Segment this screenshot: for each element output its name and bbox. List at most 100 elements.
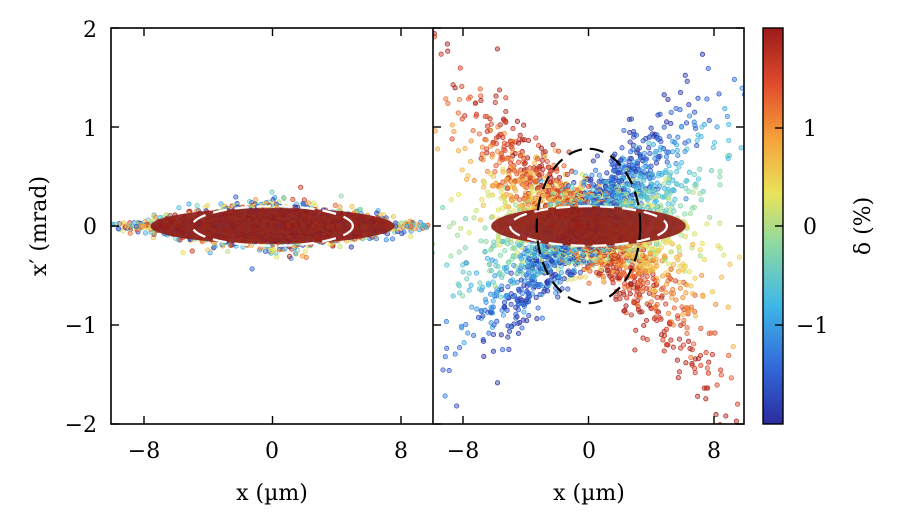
scatter-point — [745, 79, 749, 83]
scatter-point — [680, 342, 687, 348]
scatter-point — [752, 360, 756, 364]
scatter-point — [449, 136, 455, 142]
right-panel-scatter — [422, 31, 758, 424]
scatter-point — [500, 312, 506, 318]
scatter-point — [676, 244, 682, 250]
scatter-point — [422, 113, 426, 117]
scatter-point — [692, 308, 698, 315]
scatter-point — [473, 113, 479, 119]
scatter-point — [433, 128, 438, 134]
scatter-point — [682, 140, 688, 146]
scatter-point — [422, 78, 426, 82]
scatter-point — [619, 145, 625, 151]
scatter-point — [483, 137, 489, 143]
scatter-point — [499, 283, 505, 289]
scatter-point — [459, 167, 465, 173]
scatter-point — [658, 332, 665, 338]
scatter-point — [627, 281, 634, 287]
scatter-point — [471, 177, 477, 183]
scatter-point — [483, 238, 489, 244]
scatter-point — [458, 323, 464, 329]
scatter-point — [693, 125, 699, 131]
scatter-point — [474, 306, 480, 312]
scatter-point — [681, 317, 687, 323]
scatter-point — [658, 138, 664, 145]
scatter-point — [233, 194, 239, 200]
scatter-point — [552, 271, 558, 277]
scatter-point — [582, 274, 589, 280]
scatter-point — [455, 148, 462, 154]
scatter-point — [495, 207, 501, 213]
scatter-point — [495, 124, 501, 130]
scatter-point — [337, 204, 343, 210]
scatter-point — [663, 270, 669, 276]
scatter-point — [660, 273, 666, 279]
scatter-point — [98, 225, 102, 229]
scatter-point — [502, 248, 508, 254]
scatter-point — [520, 317, 526, 323]
scatter-point — [448, 253, 454, 259]
scatter-point — [487, 116, 493, 122]
scatter-point — [538, 178, 544, 184]
scatter-point — [457, 345, 463, 351]
scatter-point — [466, 270, 472, 276]
scatter-point — [99, 224, 103, 228]
scatter-point — [646, 140, 652, 146]
scatter-point — [465, 96, 472, 102]
scatter-point — [714, 124, 720, 130]
scatter-point — [665, 201, 671, 207]
scatter-point — [675, 375, 681, 381]
scatter-point — [489, 154, 495, 160]
scatter-point — [481, 353, 487, 359]
scatter-point — [547, 277, 553, 284]
scatter-point — [677, 107, 683, 113]
scatter-point — [726, 137, 732, 143]
scatter-point — [457, 290, 463, 296]
scatter-point — [503, 95, 509, 101]
scatter-point — [678, 124, 685, 130]
scatter-point — [478, 238, 484, 244]
scatter-point — [571, 267, 577, 273]
scatter-point — [631, 134, 637, 140]
scatter-point — [445, 100, 451, 106]
scatter-point — [508, 270, 514, 276]
scatter-point — [493, 135, 499, 141]
scatter-point — [492, 99, 498, 105]
scatter-point — [445, 48, 451, 54]
scatter-point — [273, 250, 279, 256]
scatter-point — [513, 311, 519, 317]
scatter-point — [299, 253, 305, 259]
scatter-point — [642, 159, 648, 165]
scatter-point — [525, 201, 531, 207]
scatter-point — [465, 330, 471, 336]
scatter-point — [669, 295, 675, 301]
scatter-point — [529, 291, 535, 297]
scatter-point — [661, 348, 667, 354]
scatter-point — [477, 86, 483, 92]
scatter-point — [477, 280, 483, 286]
left-panel-scatter — [98, 184, 431, 272]
scatter-point — [482, 296, 489, 303]
scatter-point — [739, 85, 744, 91]
scatter-point — [686, 188, 692, 194]
scatter-point — [464, 276, 470, 282]
scatter-point — [514, 279, 520, 285]
scatter-point — [682, 148, 688, 155]
scatter-point — [688, 283, 694, 289]
scatter-point — [674, 169, 680, 175]
scatter-point — [454, 232, 461, 238]
scatter-point — [754, 176, 758, 180]
scatter-point — [510, 153, 516, 159]
scatter-point — [666, 133, 672, 140]
scatter-point — [644, 197, 650, 203]
scatter-point — [494, 380, 501, 386]
scatter-point — [691, 231, 698, 237]
scatter-point — [713, 301, 719, 307]
scatter-point — [553, 180, 559, 186]
scatter-point — [709, 289, 716, 295]
scatter-point — [491, 239, 497, 245]
scatter-point — [664, 119, 670, 125]
scatter-point — [383, 237, 389, 243]
scatter-point — [687, 113, 693, 119]
scatter-point — [490, 348, 496, 354]
